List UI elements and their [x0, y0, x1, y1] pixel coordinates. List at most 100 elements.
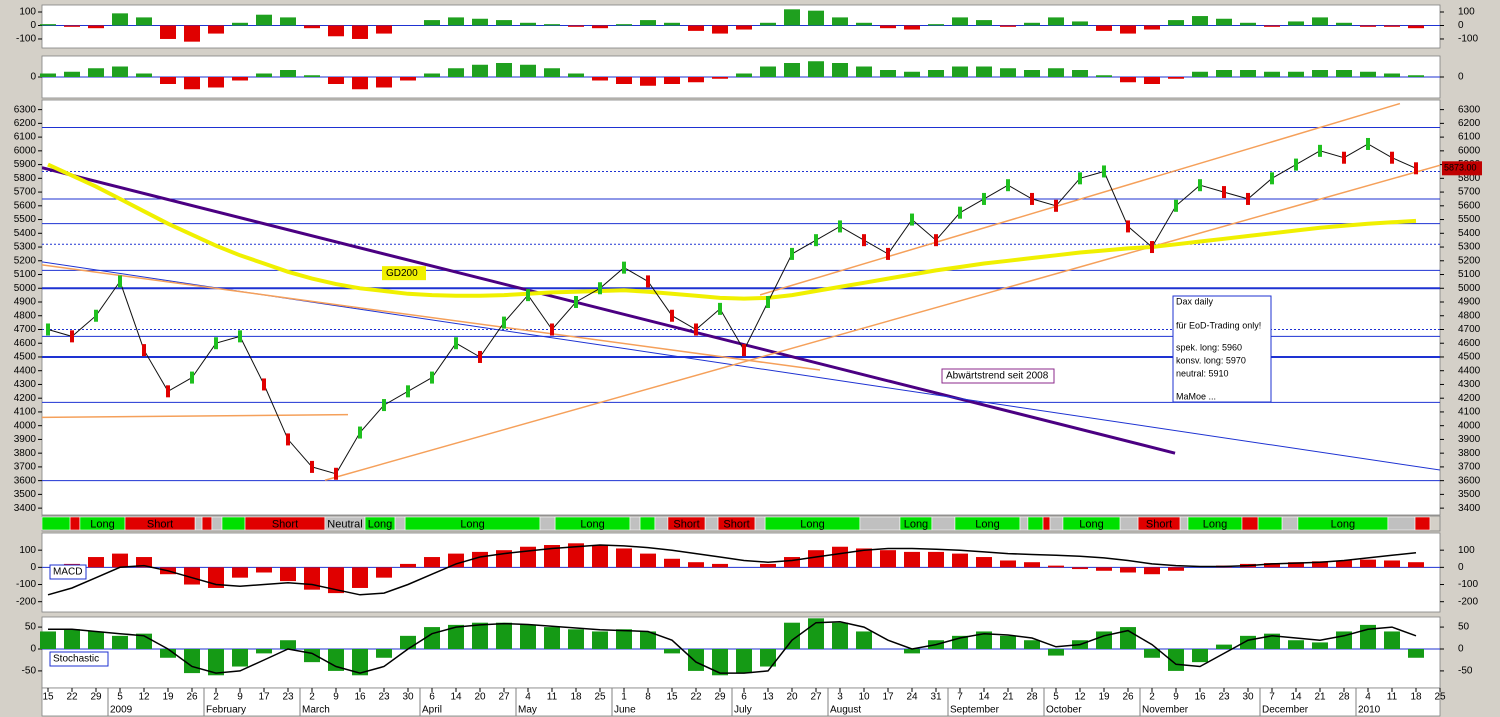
histogram-bar [592, 545, 608, 568]
histogram-bar [808, 61, 824, 77]
histogram-bar [376, 648, 392, 658]
histogram-bar [688, 562, 704, 568]
histogram-bar [616, 548, 632, 568]
histogram-bar [640, 553, 656, 568]
x-tick-label: 14 [1290, 692, 1302, 703]
price-bar [46, 323, 50, 336]
histogram-bar [136, 17, 152, 26]
histogram-bar [1216, 70, 1232, 77]
histogram-bar [664, 22, 680, 26]
histogram-bar [1312, 561, 1328, 568]
month-label: 2010 [1358, 705, 1381, 716]
x-tick-label: 25 [594, 692, 606, 703]
histogram-bar [1408, 648, 1424, 658]
histogram-bar [160, 648, 176, 658]
x-tick-label: 11 [547, 692, 558, 703]
month-label: July [734, 705, 752, 716]
y-tick-label: 6300 [14, 104, 37, 115]
histogram-bar [208, 648, 224, 676]
y-tick-label: 5600 [14, 200, 37, 211]
y-tick-label: -100 [1458, 579, 1478, 590]
signal-label: Long [800, 518, 824, 530]
signal-segment [1257, 516, 1283, 531]
x-tick-label: 19 [162, 692, 174, 703]
histogram-bar [472, 64, 488, 77]
x-tick-label: 3 [837, 692, 843, 703]
y-tick-label: 4300 [14, 379, 37, 390]
histogram-bar [976, 631, 992, 649]
histogram-bar [1168, 77, 1184, 79]
x-tick-label: 12 [138, 692, 150, 703]
signal-label: Short [147, 518, 173, 530]
histogram-bar [1408, 75, 1424, 77]
signal-segment [1387, 516, 1416, 531]
x-axis-area [41, 687, 1441, 717]
x-tick-label: 16 [1194, 692, 1206, 703]
x-tick-label: 5 [117, 692, 123, 703]
trend-line [324, 164, 1440, 481]
price-bar [526, 289, 530, 302]
x-tick-label: 8 [645, 692, 651, 703]
indicator-label-box [49, 564, 87, 580]
histogram-bar [424, 20, 440, 26]
y-tick-label: 6000 [14, 145, 37, 156]
y-tick-label: 3400 [1458, 503, 1481, 514]
y-tick-label: 4600 [1458, 338, 1481, 349]
x-tick-label: 9 [333, 692, 339, 703]
signal-label: Long [975, 518, 999, 530]
histogram-bar [1144, 25, 1160, 30]
y-tick-label: 50 [25, 622, 37, 633]
x-tick-label: 26 [186, 692, 198, 703]
price-bar [478, 350, 482, 363]
price-bar [190, 371, 194, 384]
signal-segment [1241, 516, 1259, 531]
price-bar [1030, 192, 1034, 205]
info-box [1172, 295, 1272, 403]
y-tick-label: 5700 [1458, 187, 1481, 198]
histogram-bar [664, 558, 680, 568]
y-tick-label: 6200 [1458, 118, 1481, 129]
histogram-bar [1072, 21, 1088, 26]
histogram-bar [1144, 648, 1160, 658]
price-bar [406, 385, 410, 398]
x-tick-label: 1 [621, 692, 627, 703]
histogram-bar [1264, 25, 1280, 27]
histogram-bar [1336, 560, 1352, 568]
y-tick-label: 3900 [14, 434, 37, 445]
histogram-bar [928, 70, 944, 77]
price-bar [166, 385, 170, 398]
histogram-bar [400, 77, 416, 81]
x-tick-label: 27 [498, 692, 510, 703]
histogram-bar [328, 567, 344, 594]
histogram-bar [112, 635, 128, 649]
histogram-bar [256, 648, 272, 654]
x-tick-label: 29 [90, 692, 102, 703]
histogram-bar [64, 629, 80, 649]
histogram-bar [520, 624, 536, 649]
x-tick-label: 15 [42, 692, 54, 703]
price-bar [598, 282, 602, 295]
price-bar [670, 309, 674, 322]
histogram-bar [904, 25, 920, 30]
histogram-bar [904, 551, 920, 568]
price-bar [886, 247, 890, 260]
info-text: MaMoe ... [1176, 391, 1216, 401]
x-tick-label: 17 [882, 692, 894, 703]
x-tick-label: 28 [1026, 692, 1038, 703]
price-bar [1366, 137, 1370, 150]
y-tick-label: 100 [19, 7, 36, 18]
histogram-bar [352, 25, 368, 39]
histogram-bar [976, 20, 992, 26]
histogram-bar [1072, 70, 1088, 77]
histogram-bar [1216, 644, 1232, 649]
histogram-bar [208, 25, 224, 34]
y-tick-label: -100 [16, 579, 36, 590]
histogram-bar [1144, 77, 1160, 84]
info-text: neutral: 5910 [1176, 368, 1229, 378]
x-tick-label: 19 [1098, 692, 1110, 703]
month-label: February [206, 705, 246, 716]
indicator-label: Stochastic [53, 654, 99, 665]
info-text: für EoD-Trading only! [1176, 320, 1261, 330]
histogram-bar [280, 567, 296, 582]
